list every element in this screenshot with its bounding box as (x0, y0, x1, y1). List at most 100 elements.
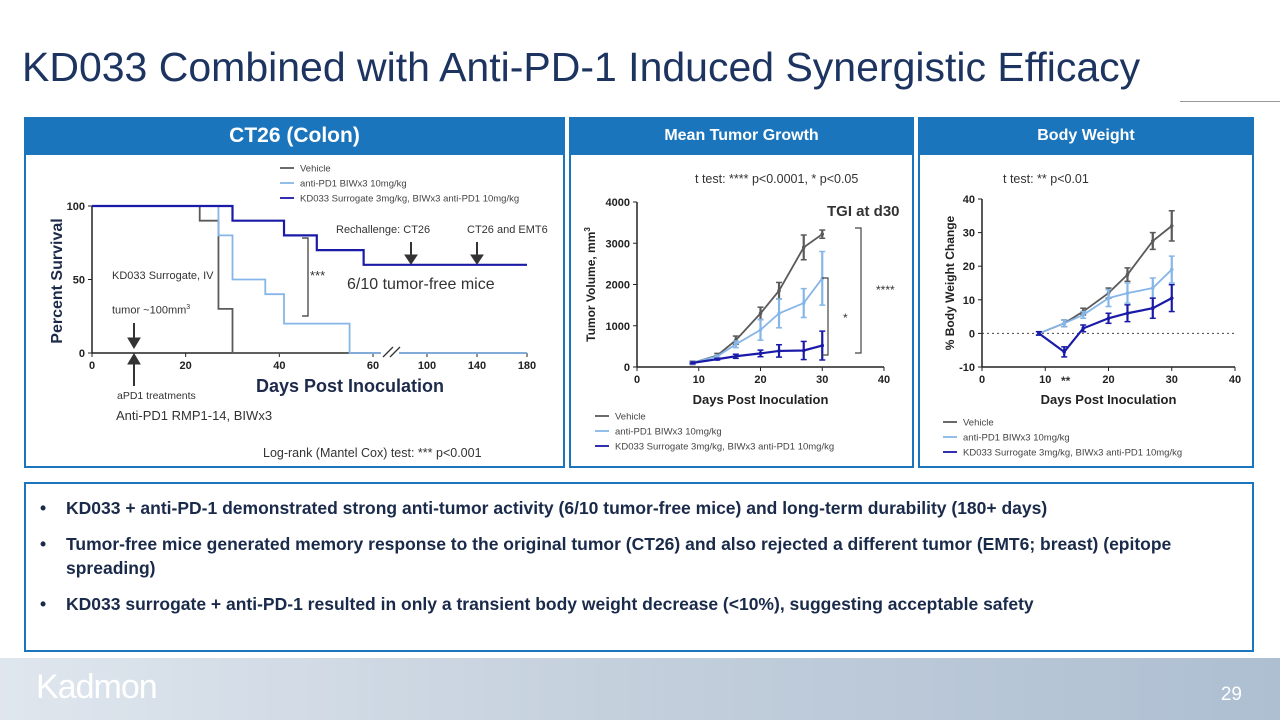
legend-label: anti-PD1 BIWx3 10mg/kg (963, 433, 1070, 444)
growth-brackets (822, 227, 862, 356)
x-tick-label: 30 (816, 374, 828, 386)
significance-bracket (302, 237, 309, 317)
data-point (1169, 267, 1174, 272)
x-tick-label: 180 (518, 360, 536, 372)
header-ct26: CT26 (Colon) (24, 117, 565, 155)
x-tick-label: 40 (1229, 374, 1241, 386)
rechallenge-arrow-1-head (404, 254, 418, 265)
one-star-significance: * (843, 311, 848, 325)
y-tick-label: 40 (963, 194, 975, 206)
y-tick-label: 10 (963, 295, 975, 307)
tumor-growth-chart: 0 10 20 30 40 0 1000 2000 3000 4000 Days Post Inoc… (583, 197, 890, 453)
treatment-arrow-head (127, 353, 141, 365)
tumor-free-label: 6/10 tumor-free mice (347, 276, 495, 293)
weight-ttest-label: t test: ** p<0.01 (1003, 172, 1089, 186)
y-axis-label-superscript: 3 (583, 227, 592, 232)
legend-label: Vehicle (615, 412, 646, 423)
x-tick-label: 140 (468, 360, 486, 372)
legend-label: KD033 Surrogate 3mg/kg, BIWx3 anti-PD1 1… (615, 442, 834, 453)
data-point (1037, 331, 1041, 336)
four-star-bracket (855, 227, 862, 354)
rechallenge-ct26-emt6-label: CT26 and EMT6 (467, 224, 548, 236)
data-point (777, 288, 781, 293)
footer-banner (0, 658, 1280, 720)
data-point (734, 342, 738, 347)
y-tick-label: 1000 (606, 321, 630, 333)
x-tick-label: 0 (89, 360, 95, 372)
y-tick-label: 50 (73, 275, 85, 287)
legend-label: KD033 Surrogate 3mg/kg, BIWx3 anti-PD1 1… (300, 194, 519, 205)
antibody-label: Anti-PD1 RMP1-14, BIWx3 (116, 408, 273, 423)
x-tick-label: 60 (367, 360, 379, 372)
bullet-item: • Tumor-free mice generated memory respon… (40, 534, 1172, 578)
data-point (1169, 296, 1174, 300)
survival-significance: *** (310, 268, 326, 283)
survival-panel (24, 155, 565, 468)
series-line (92, 205, 527, 354)
bullet-item: • KD033 + anti-PD-1 demonstrated strong a… (40, 498, 1048, 518)
y-tick-label: 30 (963, 228, 975, 240)
surrogate-arrow-head (127, 337, 141, 349)
x-tick-label: 20 (180, 360, 192, 372)
data-point (690, 361, 695, 365)
data-point (758, 311, 763, 316)
data-point (820, 343, 825, 348)
y-tick-label: -10 (959, 362, 975, 374)
weight-significance: ** (1061, 374, 1071, 388)
rechallenge-ct26-label: Rechallenge: CT26 (336, 224, 431, 236)
y-tick-label: 0 (624, 362, 630, 374)
tumor-size-label: tumor ~100mm3 (112, 304, 191, 317)
legend-label: Vehicle (963, 418, 994, 429)
legend-label: anti-PD1 BIWx3 10mg/kg (300, 179, 407, 190)
data-point (1125, 291, 1130, 295)
y-tick-label: 100 (67, 201, 85, 213)
page-title: KD033 Combined with Anti-PD-1 Induced Sy… (22, 44, 1141, 90)
data-point (758, 351, 763, 356)
series-line (92, 204, 527, 266)
x-tick-label: 20 (1102, 374, 1114, 386)
data-point (1081, 326, 1085, 331)
four-star-significance: **** (876, 283, 895, 297)
x-tick-label: 0 (634, 374, 640, 386)
x-tick-label: 10 (1039, 374, 1051, 386)
surrogate-label: KD033 Surrogate, IV (112, 270, 214, 282)
data-point (1081, 313, 1085, 317)
data-point (758, 328, 763, 332)
data-point (734, 354, 738, 359)
page-number: 29 (1220, 684, 1242, 705)
kadmon-logo: Kadmon (36, 668, 158, 706)
treatments-label: aPD1 treatments (117, 390, 196, 402)
bullet-item: • KD033 surrogate + anti-PD-1 resulted in… (40, 594, 1034, 614)
data-point (801, 348, 806, 353)
x-axis-label: Days Post Inoculation (1041, 392, 1177, 407)
data-point (801, 301, 806, 305)
x-tick-label: 0 (979, 374, 985, 386)
data-point (777, 311, 781, 316)
axis-break-gap (381, 350, 399, 356)
x-tick-label: 40 (273, 360, 285, 372)
x-axis-label: Days Post Inoculation (693, 392, 829, 407)
survival-annotation-marks (127, 237, 484, 386)
legend-label: KD033 Surrogate 3mg/kg, BIWx3 anti-PD1 1… (963, 448, 1182, 459)
header-body-weight: Body Weight (918, 117, 1254, 155)
data-point (777, 349, 781, 353)
data-point (1106, 296, 1111, 300)
y-axis-label: Tumor Volume, mm3 (583, 227, 598, 342)
key-findings-box: • KD033 + anti-PD-1 demonstrated strong a… (24, 482, 1254, 652)
star-bracket (822, 277, 829, 356)
axis-break-icon (382, 346, 401, 358)
x-tick-label: 30 (1166, 374, 1178, 386)
data-point (1125, 311, 1130, 316)
y-tick-label: 0 (79, 348, 85, 360)
data-point (1150, 286, 1155, 290)
survival-chart: 0 20 40 60 100 140 180 0 50 100 Days Post Inoculat… (49, 164, 536, 397)
data-point (1169, 224, 1174, 228)
data-point (1062, 350, 1067, 354)
legend-label: anti-PD1 BIWx3 10mg/kg (615, 427, 722, 438)
data-point (1106, 316, 1111, 321)
legend-label: Vehicle (300, 164, 331, 175)
data-point (1125, 272, 1130, 277)
data-point (715, 357, 720, 361)
x-tick-label: 40 (878, 374, 890, 386)
